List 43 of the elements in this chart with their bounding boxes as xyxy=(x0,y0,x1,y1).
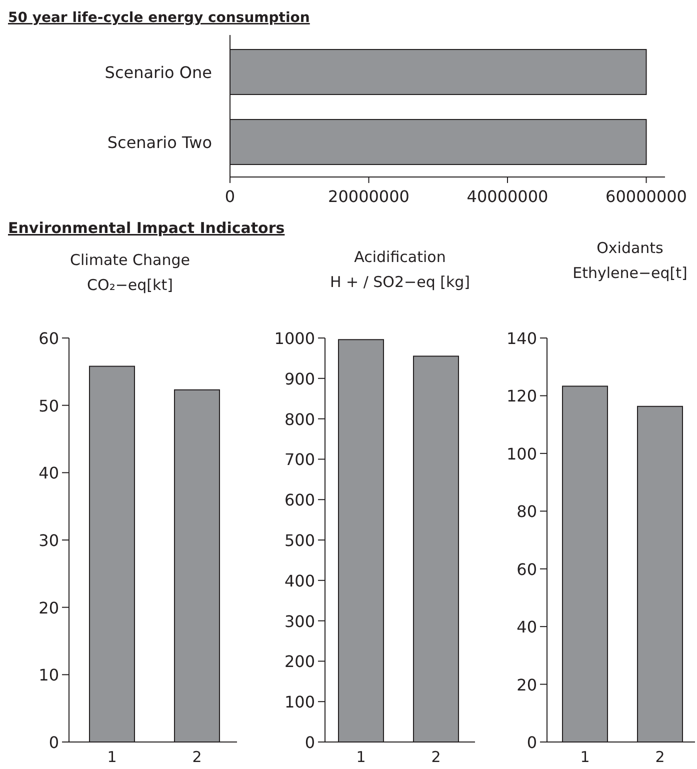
y-tick-label: 30 xyxy=(38,531,59,550)
y-tick-label: 200 xyxy=(284,652,315,672)
x-tick-label: 2 xyxy=(192,748,202,766)
y-tick-label: 100 xyxy=(284,692,315,712)
text: Environmental Impact Indicators xyxy=(8,219,285,237)
y-tick-label: 100 xyxy=(506,444,537,464)
x-tick-label: 1 xyxy=(107,748,117,766)
y-tick-label: 300 xyxy=(284,612,315,631)
x-tick-label: 20000000 xyxy=(328,187,410,206)
x-tick-label: 60000000 xyxy=(606,187,687,206)
x-tick-label: 40000000 xyxy=(466,187,548,206)
y-tick-label: 40 xyxy=(38,464,59,483)
y-tick-label: 500 xyxy=(284,531,315,550)
y-tick-label: 0 xyxy=(304,733,315,752)
chart-title: Acidification H + / SO2−eq [kg] xyxy=(330,248,470,291)
chart-title: Climate Change CO₂−eq[kt] xyxy=(70,251,190,294)
y-tick-label: 900 xyxy=(284,369,315,388)
y-tick-label: 600 xyxy=(284,490,315,510)
y-tick-label: 20 xyxy=(38,598,59,618)
y-tick-label: Scenario One xyxy=(104,63,212,82)
y-tick-label: 60 xyxy=(38,329,59,348)
y-tick-label: 40 xyxy=(516,618,537,637)
y-tick-label: 1000 xyxy=(274,329,315,348)
y-tick-label: 60 xyxy=(516,560,537,579)
x-tick-label: 0 xyxy=(224,187,236,206)
chart-title: Oxidants Ethylene−eq[t] xyxy=(572,239,688,282)
y-tick-label: 140 xyxy=(506,329,537,348)
y-tick-label: 0 xyxy=(526,733,537,752)
y-tick-label: 400 xyxy=(284,571,315,590)
y-tick-label: 50 xyxy=(38,396,59,416)
chart-title: 50 year life-cycle energy consumption xyxy=(8,10,310,26)
x-tick-label: 2 xyxy=(431,748,441,766)
x-tick-label: 2 xyxy=(655,748,665,766)
y-tick-label: 10 xyxy=(38,666,59,685)
x-tick-label: 1 xyxy=(356,748,366,766)
y-tick-label: 800 xyxy=(284,410,315,429)
y-tick-label: Scenario Two xyxy=(107,133,212,152)
y-tick-label: 80 xyxy=(516,502,537,522)
y-tick-label: 20 xyxy=(516,675,537,694)
y-tick-label: 700 xyxy=(284,450,315,470)
y-tick-label: 120 xyxy=(506,386,537,406)
x-tick-label: 1 xyxy=(580,748,590,766)
y-tick-label: 0 xyxy=(48,733,59,752)
